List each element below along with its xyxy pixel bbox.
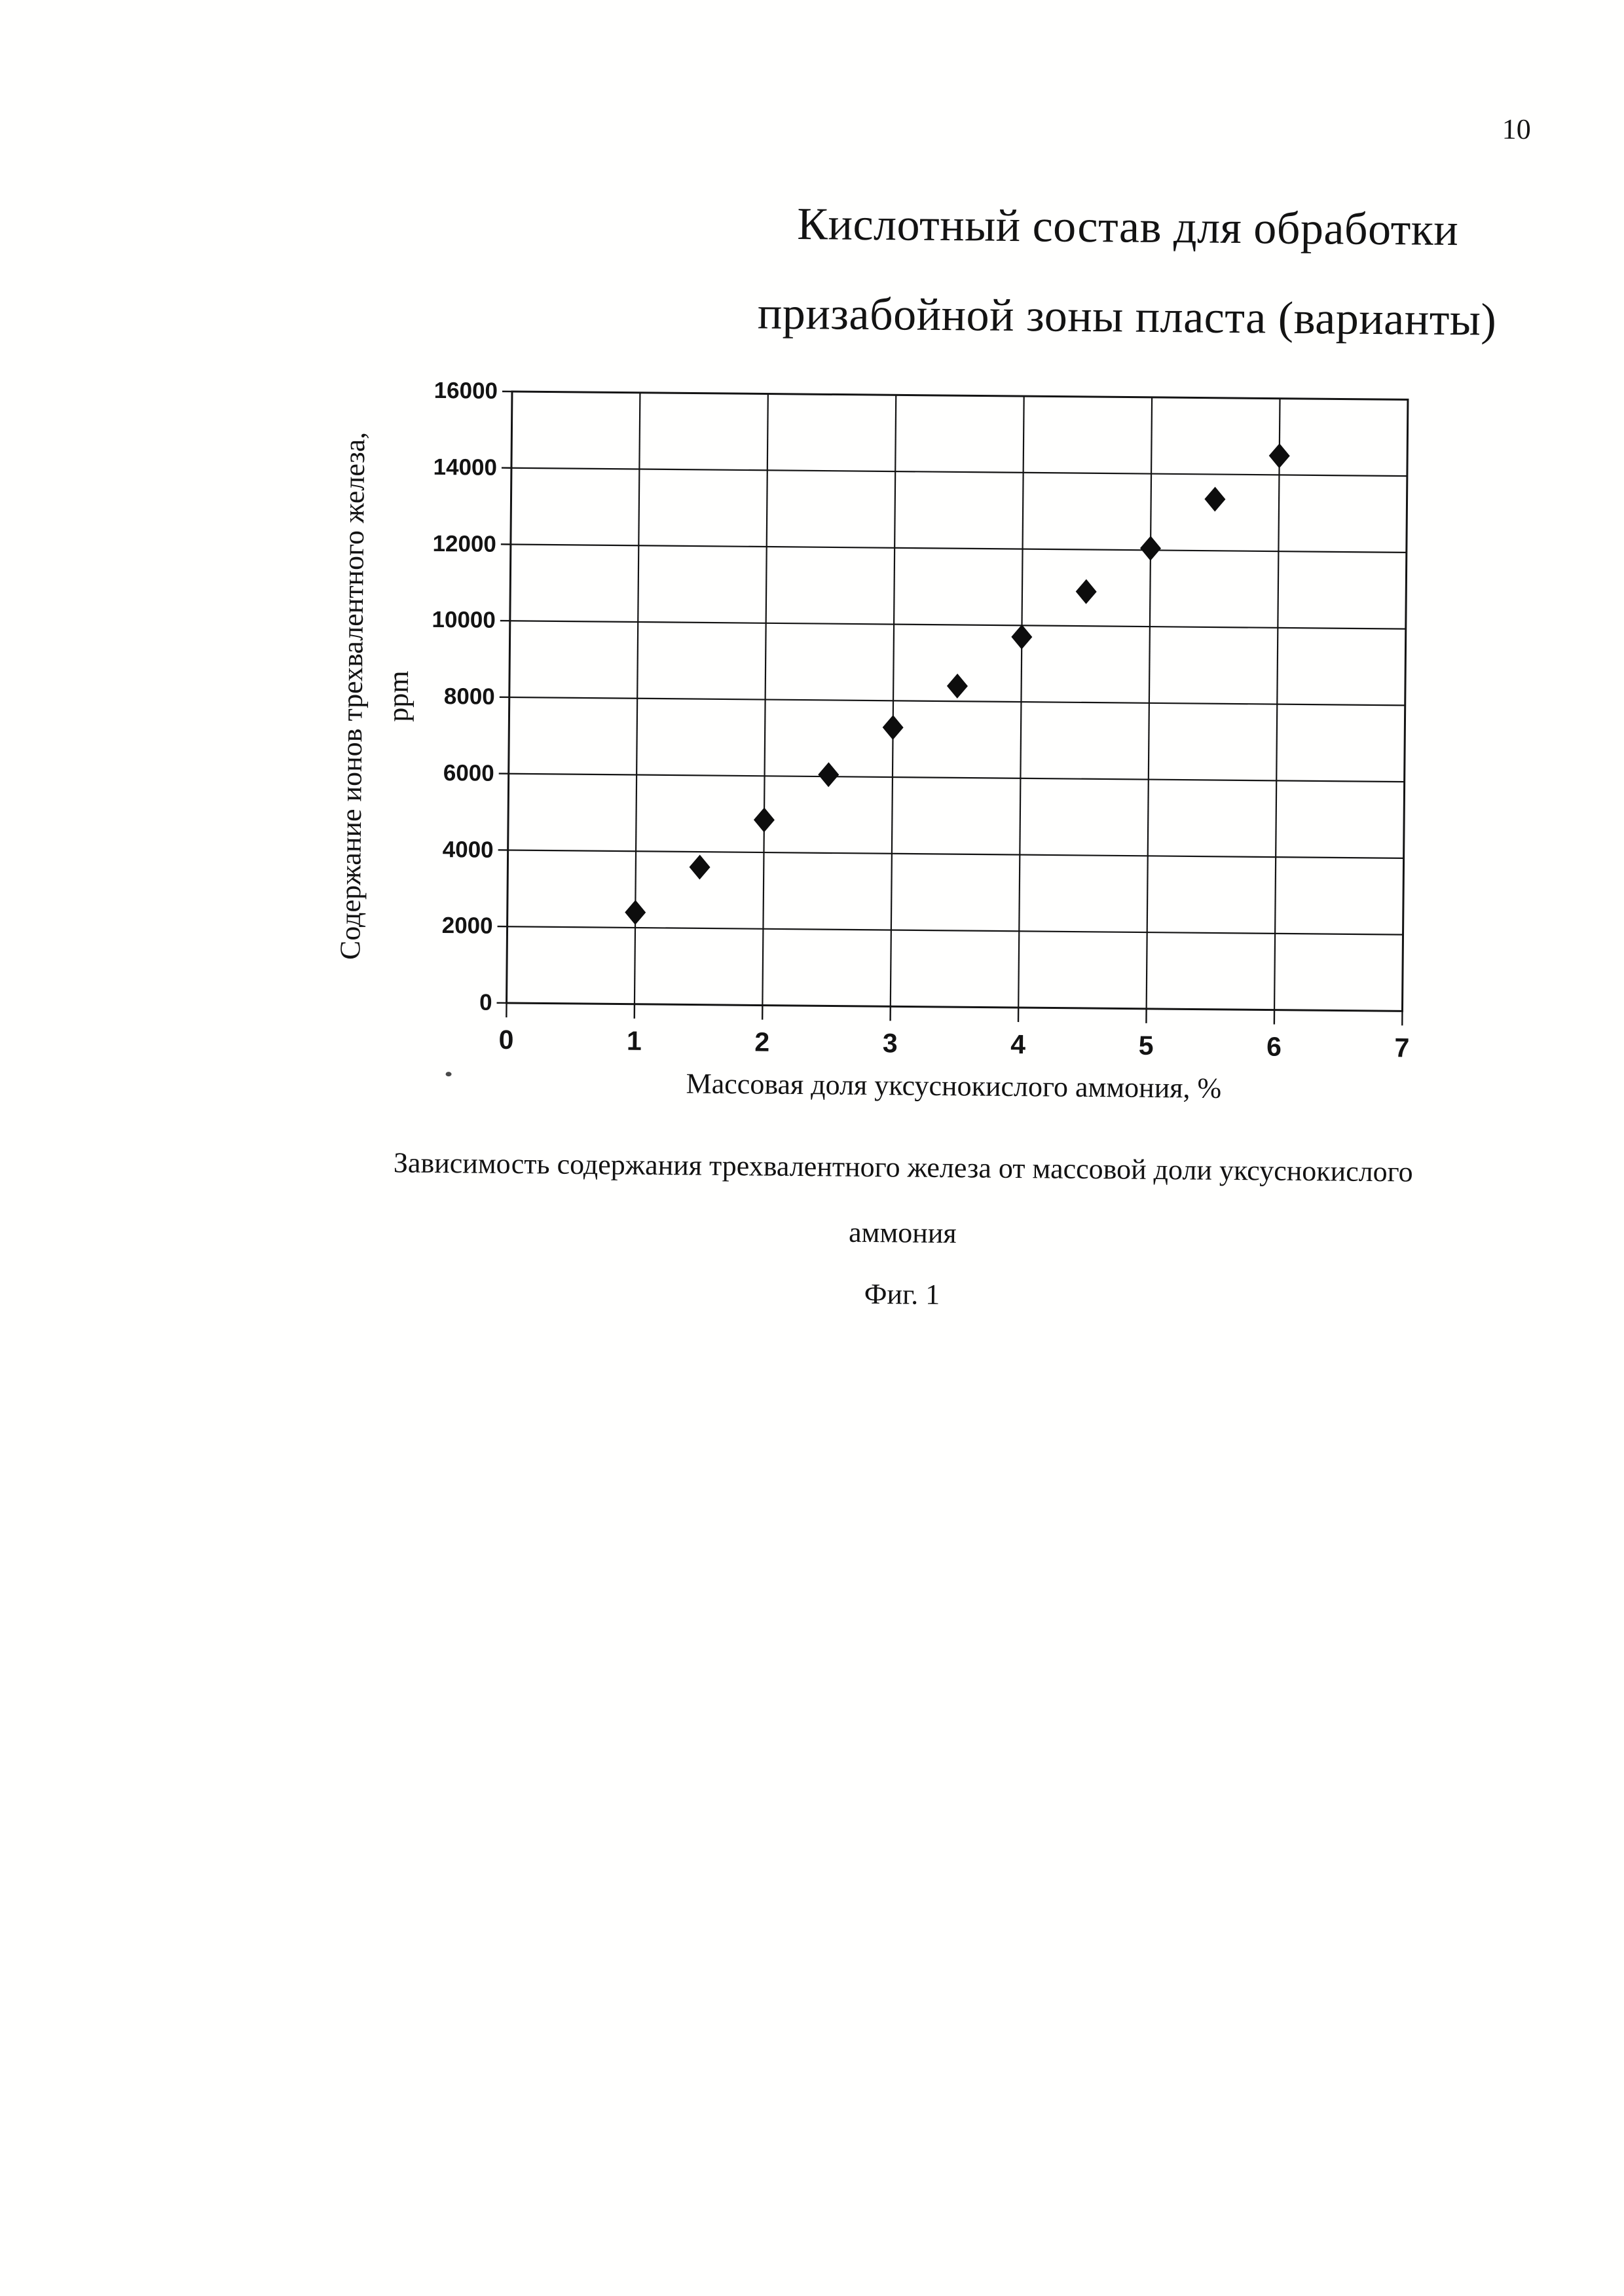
grid-line: [510, 543, 1407, 554]
y-tick-label: 16000: [434, 377, 498, 404]
plot-area: [496, 390, 1409, 1026]
y-tick-label: 12000: [432, 530, 497, 557]
x-tick-label: 6: [1266, 1031, 1282, 1062]
data-point: [1011, 624, 1033, 649]
figure-caption-line2: аммония: [848, 1216, 957, 1250]
figure-caption-line1: Зависимость содержания трехвалентного же…: [393, 1146, 1413, 1188]
y-tick-label: 14000: [433, 454, 498, 481]
x-tick-label: 3: [882, 1028, 898, 1059]
y-tick-label: 4000: [442, 836, 494, 863]
x-tick-label: 4: [1010, 1029, 1026, 1060]
data-point: [1075, 579, 1097, 604]
x-axis-title: Массовая доля уксуснокислого аммония, %: [686, 1067, 1222, 1104]
grid-line: [508, 773, 1405, 783]
y-tick-label: 0: [479, 989, 492, 1015]
scan-speck: [445, 1072, 452, 1077]
x-tick-label: 5: [1138, 1030, 1154, 1061]
grid-line: [511, 467, 1407, 477]
data-point: [689, 854, 710, 880]
data-point: [1204, 486, 1226, 512]
grid-line: [509, 620, 1406, 630]
plot-border: [506, 390, 1409, 1012]
x-tick-label: 0: [498, 1024, 514, 1055]
data-point: [625, 900, 646, 925]
y-tick-label: 2000: [441, 913, 493, 939]
grid-line: [507, 926, 1403, 936]
data-point: [882, 715, 904, 740]
x-tick-label: 7: [1394, 1032, 1410, 1063]
y-tick-label: 8000: [443, 683, 495, 710]
data-point: [1268, 443, 1290, 469]
x-tick-label: 1: [626, 1025, 642, 1056]
grid-line: [509, 696, 1405, 706]
data-point: [946, 673, 968, 699]
y-tick-label: 10000: [432, 607, 496, 634]
x-tick-label: 2: [754, 1027, 770, 1057]
figure-caption: Зависимость содержания трехвалентного же…: [300, 1129, 1506, 1271]
grid-line: [507, 849, 1404, 859]
data-point: [753, 807, 775, 833]
data-point: [1140, 536, 1162, 561]
y-tick-label: 6000: [443, 759, 494, 786]
data-point: [818, 762, 840, 788]
